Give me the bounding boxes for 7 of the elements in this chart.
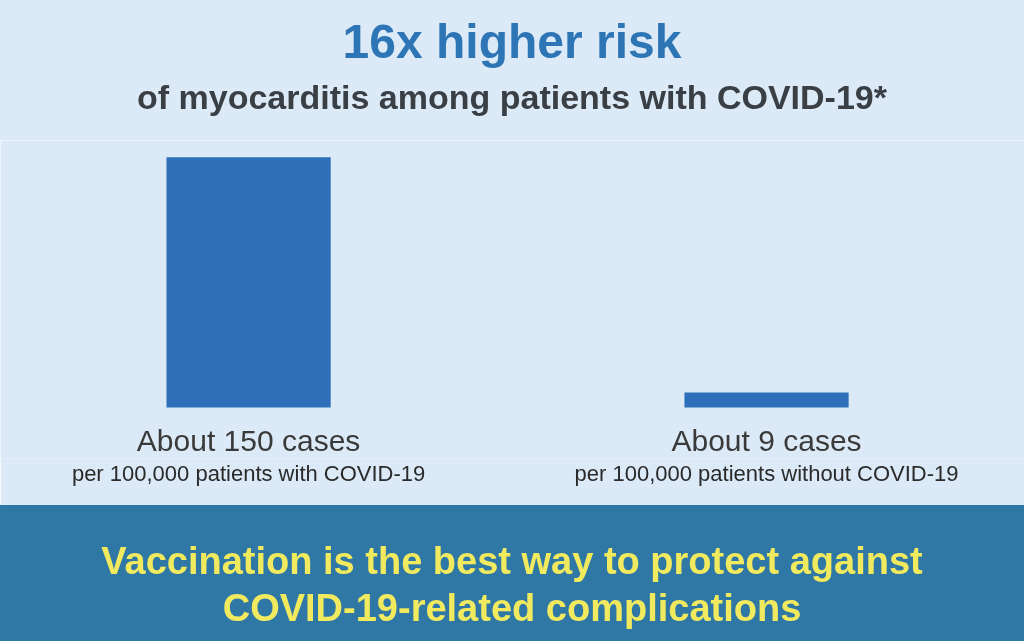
x-tick-label: per 100,000 patients with COVID-19	[71, 460, 426, 486]
text: Vaccination is the best way to protect against COVID-19-related complications	[0, 505, 1024, 641]
x-tick-label: per 100,000 patients without COVID-19	[574, 460, 959, 486]
data-label: About 9 cases	[671, 423, 862, 457]
data-label: About 150 cases	[136, 423, 361, 457]
chart-subtitle: of myocarditis among patients with COVID-19*	[0, 70, 1024, 140]
chart-title: 16x higher risk	[0, 0, 1024, 70]
